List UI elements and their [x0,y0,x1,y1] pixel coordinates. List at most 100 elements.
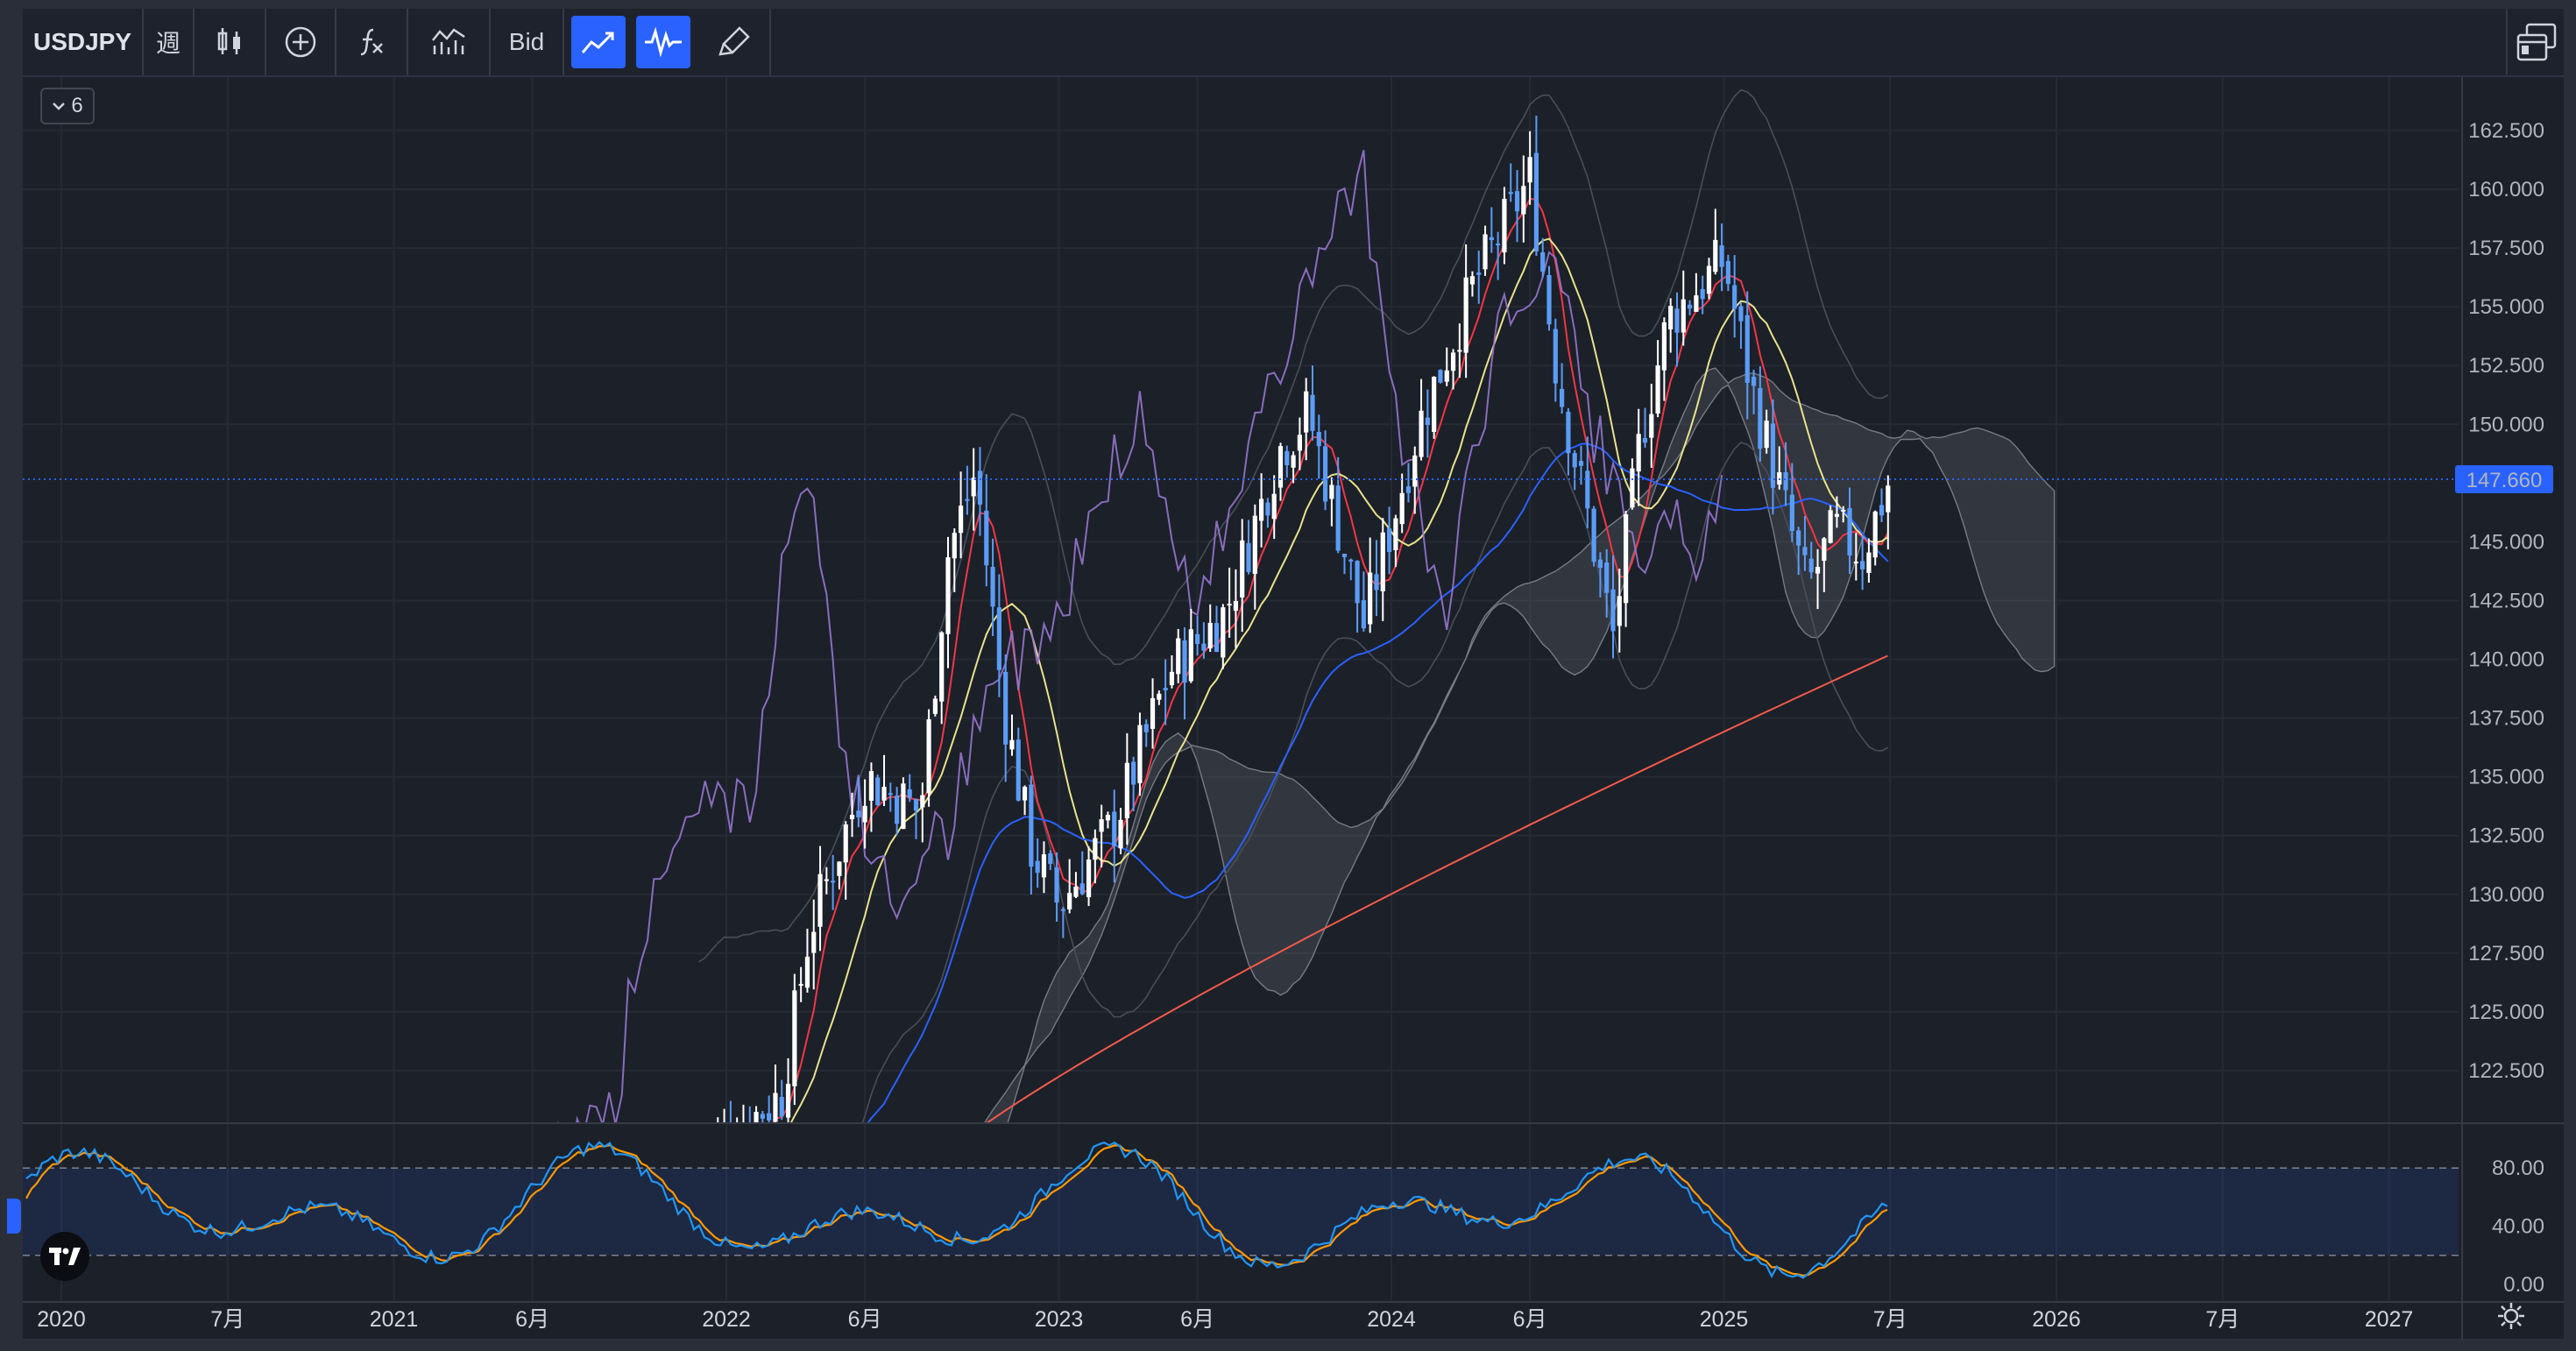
candle-body [1886,485,1891,513]
candle-body [1380,532,1385,591]
candle-body [913,798,919,811]
candle-body [1623,514,1629,604]
price-tick-label: 150.000 [2468,413,2544,436]
osc-tick-label: 0.00 [2503,1273,2544,1297]
candle-body [1828,510,1833,543]
candle-body [1329,485,1334,499]
price-type-button[interactable]: Bid [491,9,564,75]
price-tick-label: 137.500 [2468,707,2544,731]
candle-body [716,1136,720,1151]
candle-body [1700,288,1705,300]
price-tick-label: 155.000 [2468,295,2544,319]
candle-body [1585,470,1590,509]
candle-body [1016,739,1021,801]
candle-body [747,1122,753,1123]
settings-gear-icon[interactable] [2495,1300,2527,1332]
candle-body [1137,725,1143,783]
bollinger-upper [697,88,1889,963]
candle-body [1834,513,1840,517]
candle-body [1533,152,1539,252]
candle-body [1093,838,1098,860]
legend-collapse-button[interactable]: 6 [40,88,95,124]
candle-body [1284,450,1290,465]
indicators-button[interactable] [336,9,408,75]
candle-body [1169,671,1175,686]
candle-body [862,805,867,823]
candle-body [1060,909,1065,911]
candle-body [1751,377,1757,386]
candle-body [831,881,836,883]
current-price-value: 147.660 [2466,469,2543,492]
osc-tick-label: 80.00 [2492,1156,2544,1180]
candle-body [779,1096,784,1117]
candle-body [1521,186,1526,215]
candle-body [1041,854,1047,878]
tradingview-logo[interactable] [40,1232,89,1281]
candle-body [932,698,938,714]
candle-body [811,931,817,953]
candle-body [1822,538,1827,562]
wave-icon [645,26,682,58]
candle-body [1508,192,1513,195]
trend-icon [581,32,614,53]
stochastic-pane [23,1141,2459,1279]
time-tick-label: 2024 [1367,1307,1416,1332]
candle-body [984,510,989,566]
candle-body [1163,687,1168,690]
candle-body [1048,852,1053,865]
candle-body [1201,643,1207,651]
candle-body [1744,315,1750,383]
time-tick-label: 2022 [702,1307,751,1332]
compare-button[interactable] [266,9,336,75]
candle-body [1847,507,1852,556]
time-tick-label: 2023 [1035,1307,1084,1332]
candle-body [1240,540,1245,598]
wave-toggle-button[interactable] [636,16,690,68]
candle-body [1399,492,1405,525]
price-tick-label: 152.500 [2468,354,2544,378]
time-tick-label: 7月 [1873,1307,1907,1332]
candle-body [843,824,848,863]
price-type-label: Bid [508,28,545,55]
candle-body [1438,370,1443,383]
candle-body [1348,559,1354,562]
candle-body [1770,423,1776,488]
interval-button[interactable]: 週 [144,9,195,75]
drawing-tools-button[interactable] [699,9,771,75]
ma-short-line [771,197,1889,1123]
candle-body [1246,542,1251,572]
time-tick-label: 2027 [2365,1307,2414,1332]
candle-body [1444,370,1449,382]
candle-body [1789,494,1794,532]
chart-area[interactable] [23,77,2564,1339]
candle-body [1642,437,1648,443]
layout-icon [2516,23,2557,61]
symbol-search-button[interactable]: USDJPY [23,9,144,75]
candle-body [1540,252,1546,272]
price-tick-label: 140.000 [2468,648,2544,672]
candle-body [1841,509,1846,512]
trend-toggle-button[interactable] [571,16,626,68]
stoch-band-fill [23,1168,2459,1256]
layout-button[interactable] [2506,9,2565,75]
candle-body [1694,295,1699,312]
candle-body [1335,485,1341,551]
candle-body [1713,239,1718,272]
candle-body [901,783,906,830]
chevron-down-icon [53,103,66,110]
candle-body [849,814,855,820]
candle-body [1808,558,1814,573]
candle-body [798,984,803,987]
candle-body [1368,572,1373,625]
candle-body [1150,697,1156,729]
candle-body [1483,234,1488,270]
side-panel-toggle[interactable] [7,1199,21,1234]
candle-body [824,879,829,881]
candle-body [868,771,874,801]
chart-style-button[interactable] [195,9,266,75]
candle-body [773,1093,778,1122]
candle-body [1009,739,1015,750]
templates-button[interactable] [408,9,491,75]
